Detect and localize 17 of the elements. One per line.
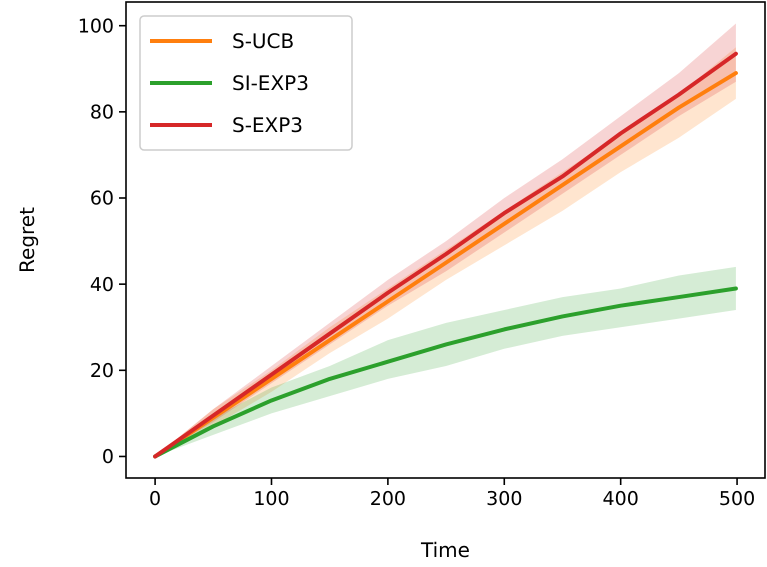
y-tick-label: 0 [102, 446, 114, 468]
x-tick-label: 200 [370, 488, 406, 510]
x-axis-title: Time [420, 538, 470, 562]
x-tick-label: 100 [253, 488, 290, 510]
x-tick-label: 300 [486, 488, 522, 510]
x-tick-label: 400 [602, 488, 639, 510]
x-tick-label: 0 [149, 488, 162, 510]
y-axis-title: Regret [15, 206, 39, 273]
y-tick-label: 100 [78, 15, 114, 38]
y-tick-label: 80 [90, 101, 114, 124]
y-tick-label: 40 [90, 274, 114, 296]
y-tick-label: 20 [90, 360, 114, 382]
x-tick-label: 500 [718, 488, 756, 510]
legend-label: S-EXP3 [232, 113, 304, 137]
legend-label: SI-EXP3 [232, 71, 309, 95]
y-tick-label: 60 [90, 188, 114, 210]
legend-label: S-UCB [232, 29, 294, 53]
